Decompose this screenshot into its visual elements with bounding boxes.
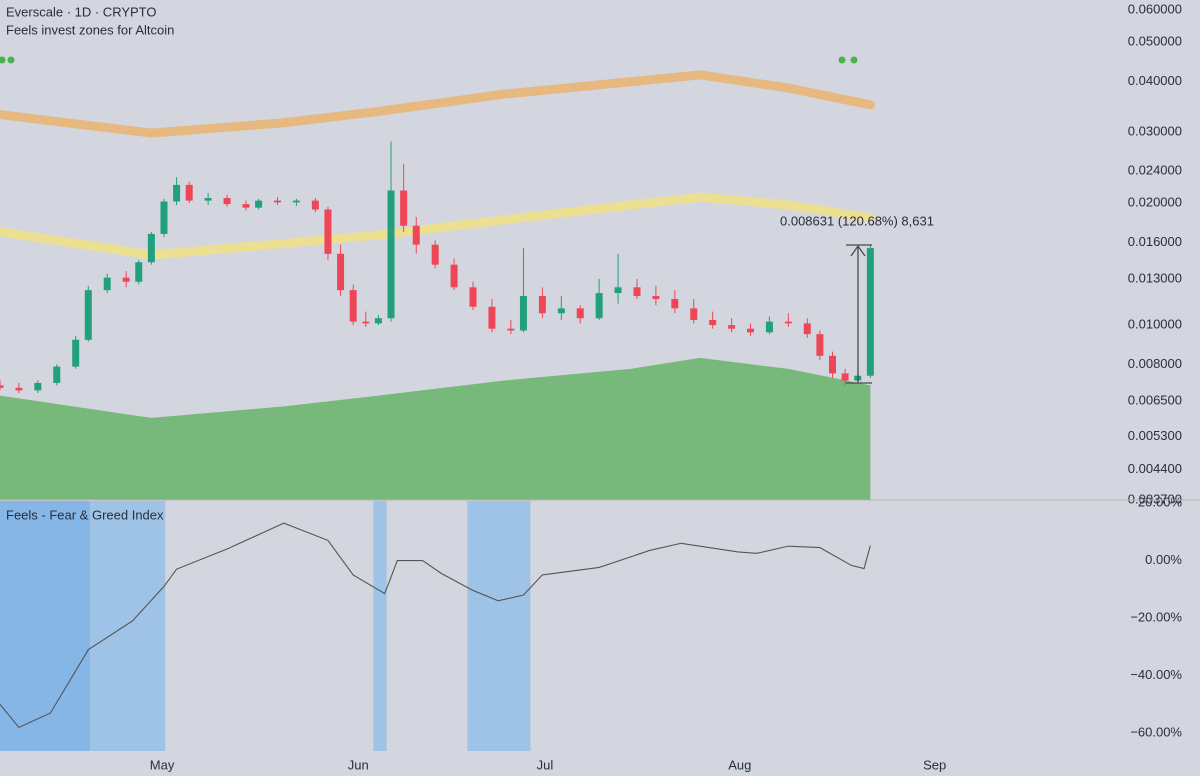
y-tick-label: −40.00% xyxy=(1130,667,1182,682)
y-tick-label: 0.010000 xyxy=(1128,317,1182,332)
y-tick-label: −20.00% xyxy=(1130,609,1182,624)
x-tick-label: Sep xyxy=(923,757,946,772)
fear-zone xyxy=(90,501,166,751)
candle-body xyxy=(147,233,155,263)
candle-body xyxy=(765,321,773,333)
y-tick-label: 0.020000 xyxy=(1128,195,1182,210)
candle-body xyxy=(671,299,679,309)
price-pane: 0.060000 0.050000 0.040000 0.030000 0.024000… xyxy=(0,1,1182,506)
zone-band xyxy=(0,70,875,138)
fear-zone xyxy=(373,501,387,751)
signal-dot xyxy=(838,56,846,64)
fear-zone xyxy=(467,501,531,751)
candle-body xyxy=(652,296,660,300)
candle-body xyxy=(84,290,92,340)
candle-body xyxy=(690,308,698,320)
signal-dot xyxy=(0,56,6,64)
y-tick-label: 0.024000 xyxy=(1128,163,1182,178)
support-area xyxy=(0,357,871,500)
candle-body xyxy=(784,321,792,324)
candle-body xyxy=(400,190,408,226)
candle-body xyxy=(53,366,61,383)
chart-title: Everscale · 1D · CRYPTO xyxy=(6,4,157,19)
candle-body xyxy=(387,190,395,319)
y-tick-label: 0.030000 xyxy=(1128,123,1182,138)
candle-body xyxy=(274,200,281,203)
candle-body xyxy=(576,308,584,319)
candle-body xyxy=(709,319,717,326)
x-tick-label: May xyxy=(150,757,175,772)
candle-body xyxy=(242,204,250,208)
candle-body xyxy=(255,200,263,208)
candle-body xyxy=(160,201,168,234)
candle-body xyxy=(816,334,824,356)
candle-body xyxy=(747,328,755,333)
candle-body xyxy=(488,306,496,329)
candle-body xyxy=(223,198,231,205)
candle-body xyxy=(292,200,300,203)
candle-body xyxy=(450,264,458,288)
candle-body xyxy=(311,200,319,210)
candle-body xyxy=(135,262,143,282)
candle-body xyxy=(866,248,874,376)
y-tick-label: 0.005300 xyxy=(1128,428,1182,443)
candle-body xyxy=(122,277,130,282)
candle-body xyxy=(362,321,370,324)
candle-body xyxy=(15,387,23,391)
x-tick-label: Jun xyxy=(348,757,369,772)
candle-body xyxy=(72,339,80,367)
y-tick-label: 20.00% xyxy=(1138,494,1183,509)
candle-body xyxy=(633,287,641,297)
y-tick-label: 0.050000 xyxy=(1128,34,1182,49)
candle-body xyxy=(204,198,212,201)
candle-body xyxy=(595,293,603,319)
candle-body xyxy=(324,209,332,254)
candle-body xyxy=(337,253,345,291)
y-tick-label: 0.003700 xyxy=(1128,491,1182,506)
y-tick-label: 0.006500 xyxy=(1128,392,1182,407)
measure-tool xyxy=(846,244,872,384)
candle-body xyxy=(841,373,849,381)
zone-band xyxy=(0,192,875,260)
candle-body xyxy=(0,385,4,388)
y-tick-label: 0.016000 xyxy=(1128,234,1182,249)
y-tick-label: 0.013000 xyxy=(1128,270,1182,285)
candle-body xyxy=(34,382,42,391)
candle-body xyxy=(614,287,622,294)
fear-zone xyxy=(0,501,91,751)
candle-body xyxy=(829,355,836,374)
y-tick-label: 0.040000 xyxy=(1128,73,1182,88)
indicator-title: Feels invest zones for Altcoin xyxy=(6,22,174,37)
x-tick-label: Jul xyxy=(537,757,554,772)
index-line xyxy=(0,522,871,729)
candle-body xyxy=(803,323,811,335)
candle-body xyxy=(728,325,736,329)
candle-body xyxy=(103,277,111,291)
measure-label: 0.008631 (120.68%) 8,631 xyxy=(780,213,934,228)
candle-body xyxy=(431,244,439,265)
measure-arrow xyxy=(850,244,866,257)
candle-body xyxy=(412,225,420,245)
candle-body xyxy=(557,308,565,314)
y-tick-label: 0.00% xyxy=(1145,552,1182,567)
candle-body xyxy=(349,290,357,322)
indicator-title: Feels - Fear & Greed Index xyxy=(6,507,164,522)
candle-body xyxy=(519,296,527,331)
y-tick-label: 0.008000 xyxy=(1128,356,1182,371)
fear-greed-pane: 20.00% 0.00% −20.00% −40.00% −60.00% May Jun Ju… xyxy=(0,494,1182,772)
candle-body xyxy=(507,328,515,331)
candle-body xyxy=(469,287,477,307)
x-tick-label: Aug xyxy=(728,757,751,772)
y-tick-label: 0.060000 xyxy=(1128,1,1182,16)
candle-body xyxy=(173,184,181,202)
candle-body xyxy=(374,318,382,324)
signal-dot xyxy=(850,56,858,64)
candle-body xyxy=(538,296,546,314)
candle-body xyxy=(185,184,193,201)
y-tick-label: 0.004400 xyxy=(1128,461,1182,476)
signal-dot xyxy=(7,56,15,64)
y-tick-label: −60.00% xyxy=(1130,725,1182,740)
